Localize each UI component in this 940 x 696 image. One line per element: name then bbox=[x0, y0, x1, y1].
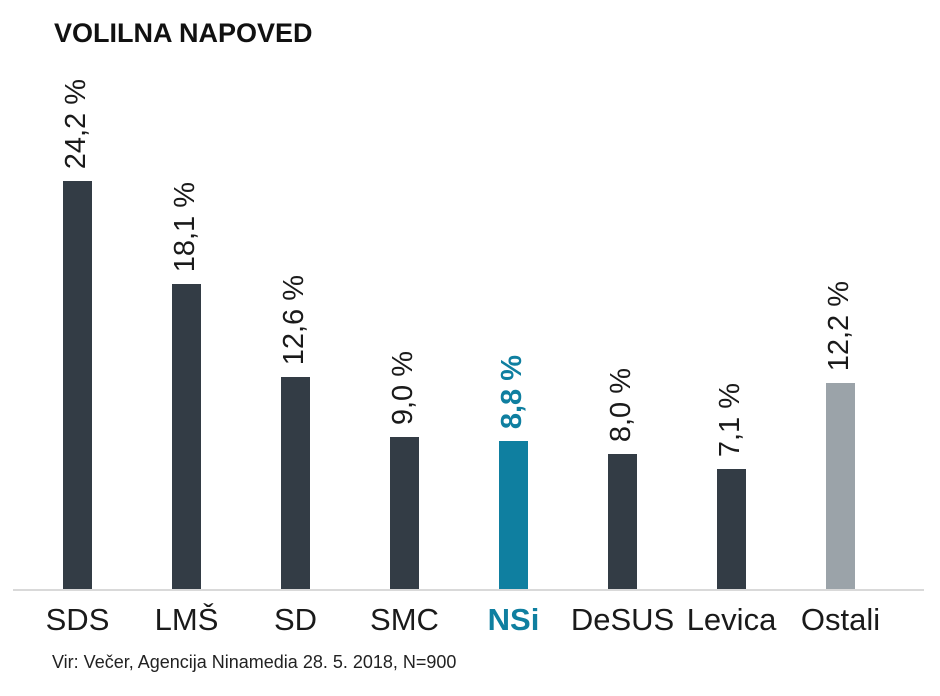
bar-ostali bbox=[826, 383, 855, 589]
category-label-levica: Levica bbox=[686, 602, 777, 637]
category-label-smc: SMC bbox=[370, 602, 439, 637]
bar-sds bbox=[63, 181, 92, 589]
category-label-desus: DeSUS bbox=[570, 602, 675, 637]
category-label-sd: SD bbox=[273, 602, 318, 637]
bar-sd bbox=[281, 377, 310, 589]
category-label-ostali: Ostali bbox=[800, 602, 881, 637]
value-label-levica: 7,1 % bbox=[713, 382, 746, 457]
chart-title: VOLILNA NAPOVED bbox=[54, 18, 313, 48]
value-label-desus: 8,0 % bbox=[604, 367, 637, 442]
bar-desus bbox=[608, 454, 637, 589]
bar-smc bbox=[390, 437, 419, 589]
bar-nsi bbox=[499, 441, 528, 589]
category-label-sds: SDS bbox=[45, 602, 110, 637]
value-label-sd: 12,6 % bbox=[277, 274, 310, 365]
value-label-ostali: 12,2 % bbox=[822, 280, 855, 371]
value-label-sds: 24,2 % bbox=[59, 78, 92, 169]
category-label-lms: LMŠ bbox=[154, 602, 219, 637]
source-note: Vir: Večer, Agencija Ninamedia 28. 5. 20… bbox=[52, 652, 457, 672]
x-axis-line bbox=[13, 589, 924, 591]
value-label-smc: 9,0 % bbox=[386, 350, 419, 425]
bar-lms bbox=[172, 284, 201, 589]
value-label-lms: 18,1 % bbox=[168, 181, 201, 272]
category-label-nsi: NSi bbox=[487, 602, 540, 637]
bar-levica bbox=[717, 469, 746, 589]
value-label-nsi: 8,8 % bbox=[495, 354, 528, 429]
